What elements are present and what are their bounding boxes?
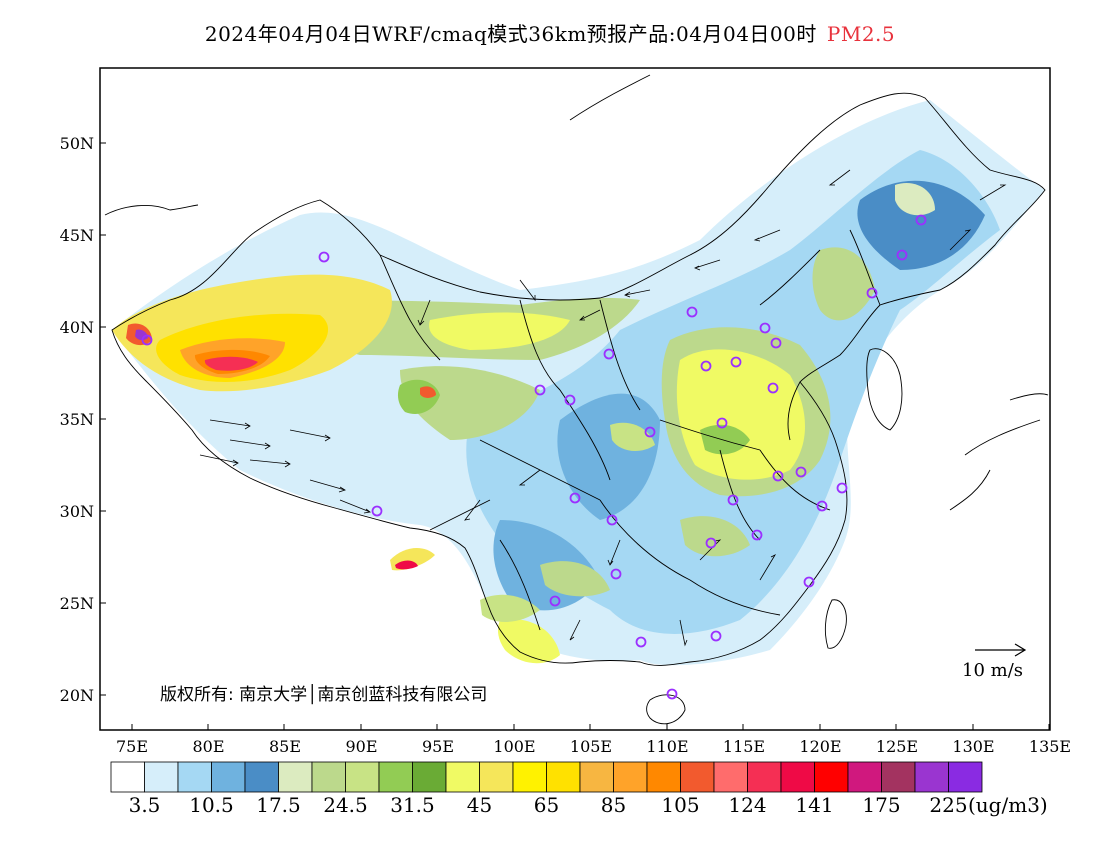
lat-label: 45N	[60, 226, 94, 245]
colorbar-units: (ug/m3)	[968, 793, 1048, 817]
colorbar-cell	[445, 761, 480, 793]
lat-label: 50N	[60, 134, 94, 153]
colorbar-label: 85	[600, 793, 627, 817]
colorbar-cell	[144, 761, 179, 793]
copyright-text: 版权所有: 南京大学│南京创蓝科技有限公司	[160, 685, 488, 705]
colorbar-cell	[680, 761, 715, 793]
colorbar-label: 17.5	[256, 793, 301, 817]
colorbar-label: 105	[661, 793, 700, 817]
lon-label: 100E	[493, 737, 535, 756]
colorbar-cell	[311, 761, 346, 793]
colorbar-cell	[412, 761, 447, 793]
colorbar-label: 24.5	[323, 793, 368, 817]
colorbar-cell	[814, 761, 849, 793]
colorbar-label: 175	[862, 793, 901, 817]
colorbar-label: 3.5	[128, 793, 161, 817]
lat-label: 25N	[60, 594, 94, 613]
lon-label: 105E	[570, 737, 612, 756]
colorbar-cell	[747, 761, 782, 793]
lon-label: 135E	[1029, 737, 1071, 756]
lon-label: 125E	[876, 737, 918, 756]
colorbar-label: 225	[929, 793, 968, 817]
lat-label: 20N	[60, 686, 94, 705]
colorbar-cell	[613, 761, 648, 793]
lat-label: 30N	[60, 502, 94, 521]
wind-scale-label: 10 m/s	[962, 660, 1023, 681]
colorbar-cell	[881, 761, 916, 793]
colorbar-cell	[244, 761, 279, 793]
colorbar-cell	[948, 761, 983, 793]
axis-ticks	[100, 142, 1050, 730]
lon-label: 90E	[345, 737, 377, 756]
colorbar-cell	[512, 761, 547, 793]
lon-label: 115E	[723, 737, 765, 756]
colorbar-label: 10.5	[189, 793, 234, 817]
wind-scale-arrow	[975, 643, 1027, 657]
colorbar-cell	[378, 761, 413, 793]
lon-label: 75E	[116, 737, 148, 756]
colorbar-label: 65	[533, 793, 560, 817]
title-main: 2024年04月04日WRF/cmaq模式36km预报产品:04月04日00时	[204, 22, 817, 46]
colorbar-cell	[211, 761, 246, 793]
map-title: 2024年04月04日WRF/cmaq模式36km预报产品:04月04日00时 P…	[0, 18, 1100, 47]
lon-label: 110E	[646, 737, 688, 756]
colorbar-cell	[713, 761, 748, 793]
colorbar-cell	[278, 761, 313, 793]
colorbar-cell	[110, 761, 145, 793]
lat-label: 35N	[60, 410, 94, 429]
colorbar	[110, 761, 983, 793]
colorbar-cell	[177, 761, 212, 793]
lon-label: 80E	[192, 737, 224, 756]
colorbar-cell	[646, 761, 681, 793]
lon-label: 120E	[799, 737, 841, 756]
colorbar-label: 45	[466, 793, 493, 817]
colorbar-cell	[914, 761, 949, 793]
station-markers	[141, 214, 927, 700]
colorbar-label: 141	[795, 793, 834, 817]
colorbar-cell	[479, 761, 514, 793]
lon-label: 95E	[422, 737, 454, 756]
colorbar-label: 124	[728, 793, 767, 817]
lon-label: 85E	[269, 737, 301, 756]
colorbar-label: 31.5	[390, 793, 435, 817]
colorbar-cell	[345, 761, 380, 793]
colorbar-cell	[847, 761, 882, 793]
colorbar-cell	[780, 761, 815, 793]
colorbar-cell	[546, 761, 581, 793]
lon-label: 130E	[952, 737, 994, 756]
wind-arrows	[199, 169, 1007, 647]
lat-label: 40N	[60, 318, 94, 337]
colorbar-cell	[579, 761, 614, 793]
title-species: PM2.5	[826, 22, 896, 46]
